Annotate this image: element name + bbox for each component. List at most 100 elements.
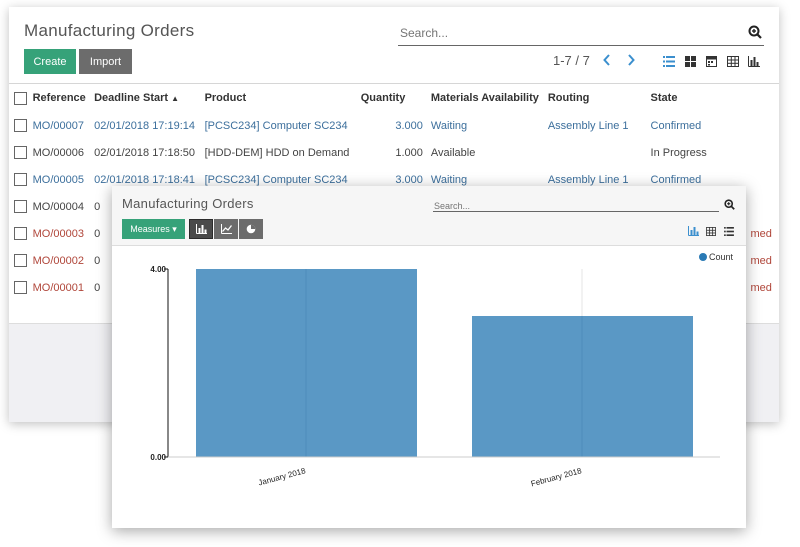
row-select-cell: [9, 112, 33, 139]
cell-state: Confirmed: [650, 173, 702, 186]
bar-chart-icon: [195, 223, 207, 234]
line-mode-button[interactable]: [214, 219, 238, 239]
chevron-left-icon[interactable]: [603, 53, 611, 69]
create-button[interactable]: Create: [24, 49, 76, 74]
list-view-icon[interactable]: [663, 54, 675, 72]
bar-chart: 0.00 4.00 January 2018 February 2018: [150, 265, 720, 488]
table-row[interactable]: MO/00005 02/01/2018 17:18:41 [PCSC234] C…: [9, 166, 779, 193]
search-icon[interactable]: [724, 197, 735, 215]
page-title: Manufacturing Orders: [24, 21, 195, 40]
row-select-cell: [9, 274, 33, 301]
row-select-cell: [9, 247, 33, 274]
table-row[interactable]: MO/00006 02/01/2018 17:18:50 [HDD-DEM] H…: [9, 139, 779, 166]
cell-reference: MO/00004: [32, 200, 84, 213]
cell-reference: MO/00005: [32, 173, 84, 186]
graph-view-window: Manufacturing Orders Measures ▾ C: [112, 186, 746, 528]
cell-product: [HDD-DEM] HDD on Demand: [204, 146, 350, 159]
row-checkbox[interactable]: [14, 281, 27, 294]
row-select-cell: [9, 166, 33, 193]
x-tick-label: January 2018: [257, 466, 307, 487]
calendar-view-icon[interactable]: [706, 54, 717, 72]
graph-view-icon[interactable]: [688, 223, 699, 241]
cell-quantity: 3.000: [395, 119, 423, 132]
cell-materials: Available: [430, 146, 476, 159]
search-icon[interactable]: [748, 25, 762, 44]
legend-dot-icon: [699, 253, 707, 261]
pie-mode-button[interactable]: [239, 219, 263, 239]
kanban-view-icon[interactable]: [685, 54, 696, 72]
table-header-row: Reference Deadline Start ▲ Product Quant…: [9, 84, 779, 112]
column-quantity[interactable]: Quantity: [360, 92, 406, 104]
cell-state: med: [750, 281, 772, 294]
y-tick-label: 4.00: [150, 265, 166, 274]
bar-mode-button[interactable]: [189, 219, 213, 239]
row-select-cell: [9, 220, 33, 247]
sort-ascending-icon: ▲: [171, 94, 180, 103]
cell-quantity: 3.000: [395, 173, 423, 186]
row-checkbox[interactable]: [14, 173, 27, 186]
pie-chart-icon: [246, 224, 256, 233]
table-row[interactable]: MO/00002 0 med: [9, 247, 779, 274]
cell-state: med: [750, 254, 772, 267]
chart-area: Count 0.00 4.00 January 2018 February 2018: [112, 247, 746, 528]
pivot-view-icon[interactable]: [727, 54, 739, 72]
row-checkbox[interactable]: [14, 119, 27, 132]
cell-materials: Waiting: [430, 173, 468, 186]
cell-routing: Assembly Line 1: [547, 119, 629, 132]
cell-deadline: 02/01/2018 17:18:50: [94, 146, 196, 159]
column-materials[interactable]: Materials Availability: [430, 92, 539, 104]
cell-deadline: 0: [94, 281, 101, 294]
graph-page-title: Manufacturing Orders: [122, 196, 254, 211]
cell-routing: Assembly Line 1: [547, 173, 629, 186]
graph-header: Manufacturing Orders Measures ▾: [112, 186, 746, 246]
column-deadline-label: Deadline Start: [94, 92, 169, 104]
table-row[interactable]: MO/00003 0 med: [9, 220, 779, 247]
measures-dropdown[interactable]: Measures ▾: [122, 219, 185, 239]
cell-deadline: 0: [94, 200, 101, 213]
column-routing[interactable]: Routing: [547, 92, 590, 104]
cell-materials: Waiting: [430, 119, 468, 132]
chart-legend[interactable]: Count: [699, 252, 733, 262]
column-reference[interactable]: Reference: [32, 92, 86, 104]
pivot-view-icon[interactable]: [706, 223, 716, 241]
chevron-right-icon[interactable]: [627, 53, 635, 69]
graph-search-bar: [433, 196, 735, 213]
cell-deadline: 02/01/2018 17:19:14: [94, 119, 196, 132]
search-bar: [398, 22, 764, 46]
cell-state: med: [750, 227, 772, 240]
cell-deadline: 02/01/2018 17:18:41: [94, 173, 196, 186]
table-row[interactable]: MO/00004 0: [9, 193, 779, 220]
row-checkbox[interactable]: [14, 254, 27, 267]
search-input[interactable]: [398, 22, 738, 44]
x-tick-label: February 2018: [530, 466, 583, 488]
cell-reference: MO/00002: [32, 254, 84, 267]
row-checkbox[interactable]: [14, 146, 27, 159]
column-state[interactable]: State: [650, 92, 678, 104]
legend-label: Count: [709, 252, 734, 262]
cell-reference: MO/00007: [32, 119, 84, 132]
list-view-icon[interactable]: [724, 223, 734, 241]
row-select-cell: [9, 139, 33, 166]
cell-state: Confirmed: [650, 119, 702, 132]
select-all-checkbox[interactable]: [14, 91, 27, 105]
column-product[interactable]: Product: [204, 92, 247, 104]
cell-reference: MO/00003: [32, 227, 84, 240]
select-all-header: [9, 84, 33, 112]
pager-value[interactable]: 1-7 / 7: [553, 53, 590, 68]
import-button[interactable]: Import: [79, 49, 132, 74]
row-checkbox[interactable]: [14, 200, 27, 213]
line-chart-icon: [220, 223, 232, 234]
table-row[interactable]: MO/00001 0 med: [9, 274, 779, 301]
table-row[interactable]: MO/00007 02/01/2018 17:19:14 [PCSC234] C…: [9, 112, 779, 139]
cell-deadline: 0: [94, 227, 101, 240]
graph-search-input[interactable]: [433, 199, 693, 213]
y-tick-label: 0.00: [150, 453, 166, 462]
cell-product: [PCSC234] Computer SC234: [204, 119, 348, 132]
cell-state: In Progress: [650, 146, 707, 159]
cell-deadline: 0: [94, 254, 101, 267]
cell-reference: MO/00001: [32, 281, 84, 294]
row-checkbox[interactable]: [14, 227, 27, 240]
cell-reference: MO/00006: [32, 146, 84, 159]
graph-view-icon[interactable]: [748, 54, 760, 72]
column-deadline[interactable]: Deadline Start ▲: [94, 84, 204, 112]
